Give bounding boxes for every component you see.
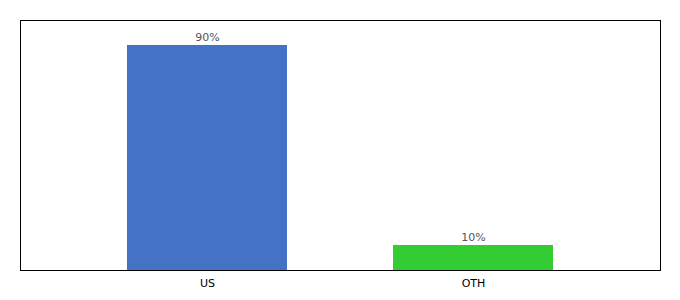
svg-text:10%: 10% bbox=[461, 231, 485, 244]
svg-text:US: US bbox=[200, 277, 215, 290]
svg-text:90%: 90% bbox=[195, 31, 219, 44]
svg-text:OTH: OTH bbox=[462, 277, 486, 290]
